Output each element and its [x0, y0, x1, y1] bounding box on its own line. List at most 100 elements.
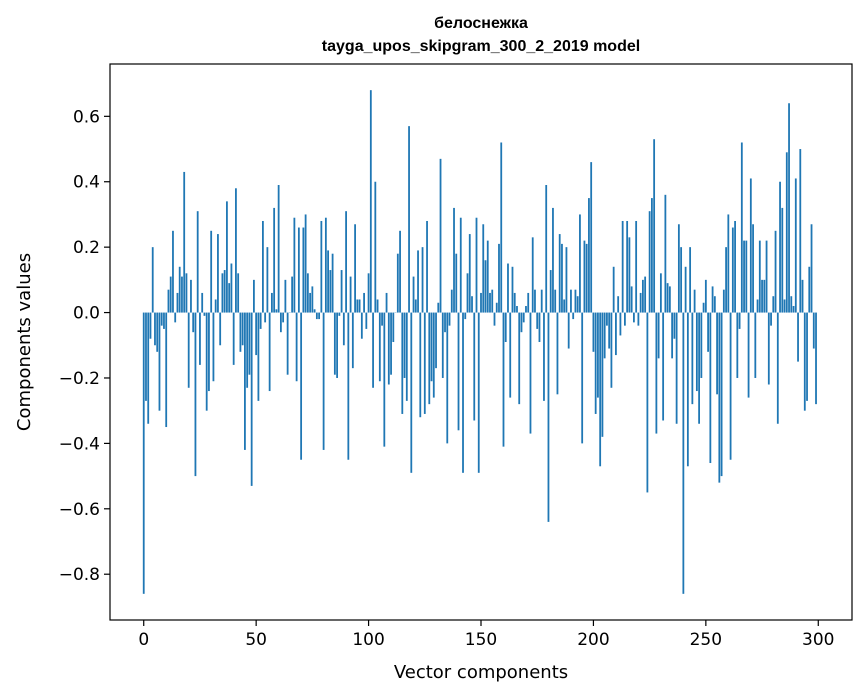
x-tick-label: 300 — [802, 630, 834, 650]
bar — [430, 312, 433, 382]
bar — [590, 162, 593, 313]
bar — [810, 224, 813, 313]
bar — [266, 247, 269, 313]
bar — [401, 312, 404, 414]
bar — [790, 296, 793, 313]
y-axis-ticks: −0.8 −0.6 −0.4 −0.2 0.0 0.2 0.4 0.6 — [59, 107, 110, 585]
bar — [774, 230, 777, 313]
bar — [648, 211, 651, 313]
bar — [527, 292, 530, 313]
bar — [210, 230, 213, 313]
bar — [477, 312, 480, 473]
bar — [783, 299, 786, 313]
bar — [812, 312, 815, 349]
bar — [462, 312, 464, 473]
bar — [320, 220, 323, 313]
bar — [653, 139, 656, 313]
bar — [565, 247, 568, 313]
bar — [360, 312, 363, 339]
bar — [509, 312, 512, 398]
bar — [543, 312, 545, 401]
bar — [392, 312, 395, 342]
bar — [300, 312, 303, 460]
bar — [668, 286, 671, 313]
bar — [491, 289, 494, 313]
bar — [615, 312, 617, 356]
bar — [576, 296, 579, 313]
bar — [345, 211, 347, 313]
bar — [192, 312, 195, 333]
bar — [169, 276, 172, 313]
bar — [594, 312, 597, 414]
bar — [315, 312, 318, 320]
bar — [695, 312, 698, 392]
bar — [662, 312, 665, 421]
bar — [270, 292, 273, 313]
bar — [788, 103, 790, 313]
bar — [376, 299, 379, 313]
bar — [646, 312, 649, 493]
bar — [558, 234, 561, 313]
bar — [666, 283, 669, 313]
bar — [235, 188, 237, 313]
bar — [457, 312, 460, 431]
bar — [601, 312, 604, 437]
bar — [754, 312, 757, 378]
bar — [174, 312, 177, 323]
bar — [781, 207, 784, 313]
bar — [369, 90, 372, 313]
bar — [277, 185, 280, 313]
bar — [525, 306, 527, 313]
bar — [803, 312, 806, 411]
bar — [248, 312, 251, 375]
bar — [241, 312, 244, 346]
y-tick-label: −0.2 — [59, 369, 100, 389]
bar — [257, 312, 260, 401]
bar — [378, 312, 381, 382]
bar — [336, 312, 338, 378]
bar — [713, 296, 716, 313]
bar — [545, 185, 548, 313]
bar — [302, 227, 305, 313]
bar — [731, 227, 734, 313]
x-tick-label: 0 — [138, 630, 149, 650]
bar — [383, 312, 386, 447]
bar — [725, 247, 727, 313]
bar — [608, 312, 611, 349]
bar — [794, 178, 797, 313]
bar — [597, 312, 599, 398]
bar — [711, 286, 714, 313]
bar — [340, 270, 343, 313]
bar — [154, 312, 156, 346]
bar — [617, 296, 620, 313]
bar — [385, 292, 388, 313]
bar — [262, 220, 264, 313]
bar — [489, 292, 491, 313]
x-tick-label: 200 — [577, 630, 609, 650]
bar — [165, 312, 168, 428]
bar — [529, 312, 532, 434]
bar — [574, 289, 577, 313]
bar — [372, 312, 374, 388]
bar — [160, 312, 163, 326]
bar — [142, 312, 145, 594]
bar — [145, 312, 147, 401]
bar — [482, 224, 485, 313]
bar — [747, 312, 750, 398]
bar — [349, 276, 352, 313]
bar — [610, 312, 613, 388]
bar — [641, 279, 644, 313]
bar — [466, 273, 469, 313]
y-tick-label: 0.2 — [73, 238, 100, 258]
bar — [720, 312, 723, 477]
x-axis-ticks: 0 50 100 150 200 250 300 — [138, 620, 834, 650]
bar — [592, 312, 595, 352]
bar — [464, 312, 467, 320]
bar — [412, 276, 415, 313]
bar — [203, 312, 206, 316]
bar — [432, 312, 435, 398]
bar — [765, 240, 768, 313]
bar — [246, 312, 249, 388]
bar — [583, 240, 586, 313]
